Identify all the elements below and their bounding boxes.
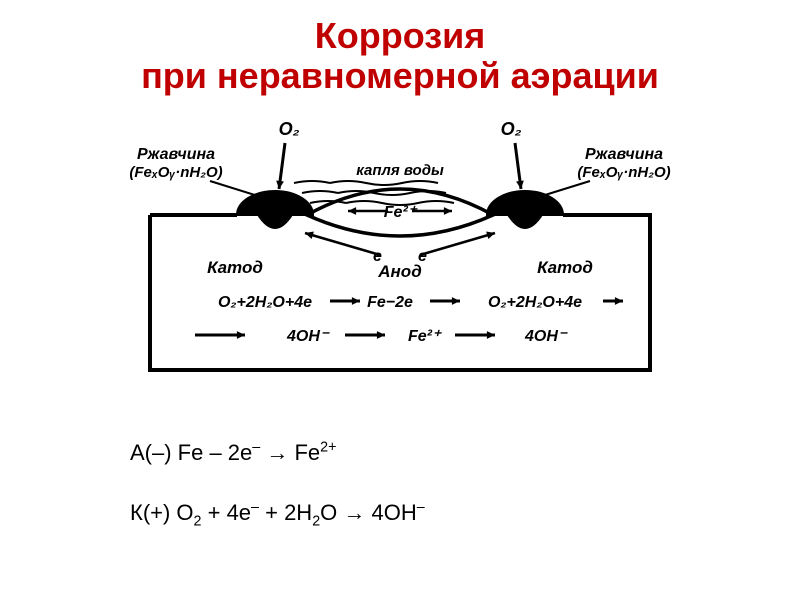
- anode-label: Анод: [377, 262, 421, 281]
- o2-left-label: O₂: [279, 119, 300, 139]
- cathode-equation: К(+) O2 + 4e– + 2H2O → 4OH–: [130, 500, 425, 526]
- eq-right-bot: 4OH⁻: [524, 328, 568, 345]
- anode-equation: А(–) Fe – 2e– → Fe2+: [130, 440, 336, 466]
- water-drop-label: капля воды: [356, 162, 444, 179]
- rust-right-line1: Ржавчина: [585, 146, 663, 163]
- rust-left-line2: (FeₓOᵧ·nH₂O): [129, 164, 222, 181]
- eq-left-top: O₂+2H₂O+4e: [218, 294, 312, 311]
- rust-right-line2: (FeₓOᵧ·nH₂O): [577, 164, 670, 181]
- rust-left-line1: Ржавчина: [137, 146, 215, 163]
- o2-right-label: O₂: [501, 119, 522, 139]
- eq-left-bot: 4OH⁻: [286, 328, 330, 345]
- eq-mid-bot: Fe²⁺: [408, 328, 442, 345]
- eq-right-top: O₂+2H₂O+4e: [488, 294, 582, 311]
- title-line1: Коррозия: [0, 16, 800, 56]
- corrosion-diagram: Fe²⁺O₂O₂Ржавчина(FeₓOᵧ·nH₂O)Ржавчина(Feₓ…: [80, 105, 720, 385]
- slide-title: Коррозия при неравномерной аэрации: [0, 0, 800, 95]
- fe2plus-label: Fe²⁺: [384, 204, 418, 221]
- cathode-left-label: Катод: [207, 258, 263, 277]
- eq-mid-top: Fe−2e: [367, 294, 413, 311]
- cathode-right-label: Катод: [537, 258, 593, 277]
- title-line2: при неравномерной аэрации: [0, 56, 800, 96]
- corrosion-diagram-svg: Fe²⁺O₂O₂Ржавчина(FeₓOᵧ·nH₂O)Ржавчина(Feₓ…: [80, 105, 720, 385]
